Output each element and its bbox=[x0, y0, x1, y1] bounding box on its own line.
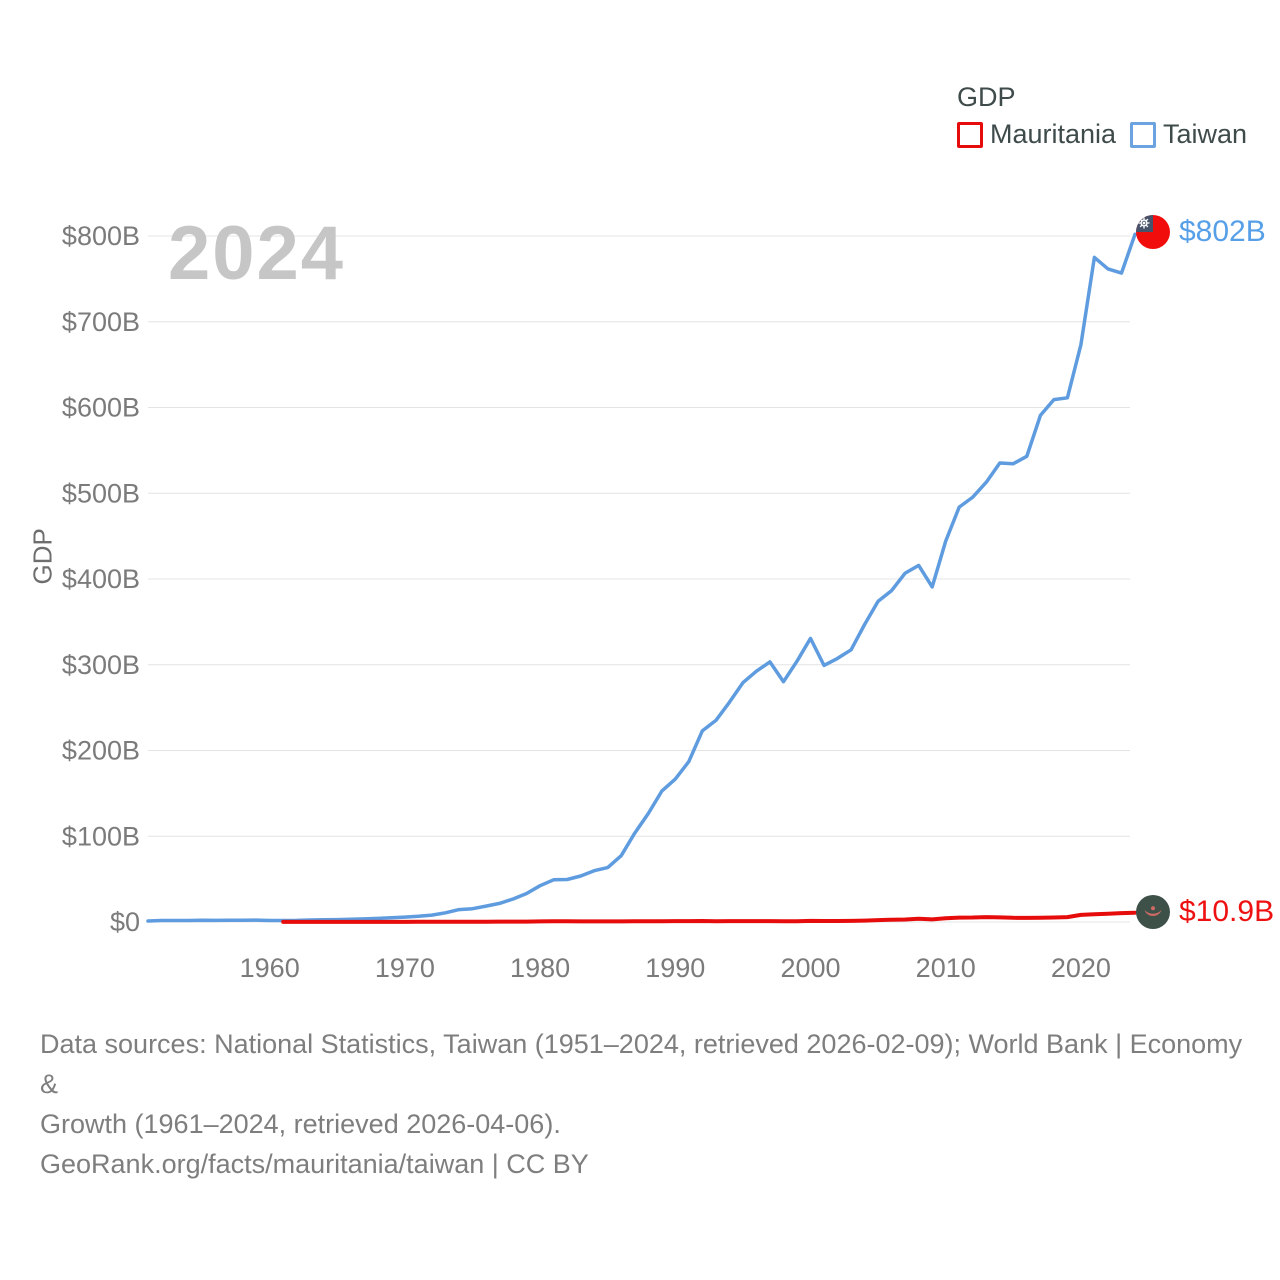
x-tick-label: 2010 bbox=[916, 953, 976, 983]
y-tick-label: $0 bbox=[110, 907, 140, 937]
x-tick-label: 2020 bbox=[1051, 953, 1111, 983]
y-tick-label: $800B bbox=[62, 221, 140, 251]
legend-item-taiwan[interactable]: Taiwan bbox=[1130, 119, 1247, 150]
y-tick-label: $400B bbox=[62, 564, 140, 594]
mauritania-flag-icon bbox=[1136, 895, 1170, 929]
taiwan-series-line[interactable] bbox=[146, 232, 1137, 923]
y-tick-label: $700B bbox=[62, 307, 140, 337]
mauritania-end-value: $10.9B bbox=[1179, 895, 1275, 928]
attribution-footer: Data sources: National Statistics, Taiwa… bbox=[40, 1024, 1250, 1184]
georank-link-line: GeoRank.org/facts/mauritania/taiwan | CC… bbox=[40, 1149, 589, 1179]
mauritania-swatch-icon bbox=[957, 121, 983, 148]
x-tick-label: 1980 bbox=[510, 953, 570, 983]
data-sources-line-2: Growth (1961–2024, retrieved 2026-04-06)… bbox=[40, 1109, 561, 1139]
y-tick-label: $600B bbox=[62, 393, 140, 423]
legend-label: Taiwan bbox=[1163, 119, 1248, 149]
x-tick-label: 2000 bbox=[780, 953, 840, 983]
taiwan-end-label: $802B bbox=[1135, 214, 1266, 250]
mauritania-end-label: $10.9B bbox=[1135, 894, 1274, 930]
y-tick-label: $200B bbox=[62, 736, 140, 766]
y-tick-label: $500B bbox=[62, 478, 140, 508]
year-watermark: 2024 bbox=[168, 211, 346, 296]
y-axis-title: GDP bbox=[27, 528, 58, 585]
legend-title: GDP bbox=[957, 82, 1016, 112]
x-tick-label: 1970 bbox=[375, 953, 435, 983]
x-tick-label: 1990 bbox=[645, 953, 705, 983]
y-tick-label: $100B bbox=[62, 821, 140, 851]
legend-label: Mauritania bbox=[990, 119, 1117, 149]
x-tick-label: 1960 bbox=[240, 953, 300, 983]
taiwan-swatch-icon bbox=[1130, 121, 1156, 148]
taiwan-end-value: $802B bbox=[1179, 215, 1266, 248]
legend-item-mauritania[interactable]: Mauritania bbox=[957, 119, 1116, 150]
mauritania-series-line[interactable] bbox=[281, 910, 1137, 924]
data-sources-line-1: Data sources: National Statistics, Taiwa… bbox=[40, 1029, 1243, 1099]
y-tick-label: $300B bbox=[62, 650, 140, 680]
taiwan-flag-icon bbox=[1136, 215, 1170, 249]
